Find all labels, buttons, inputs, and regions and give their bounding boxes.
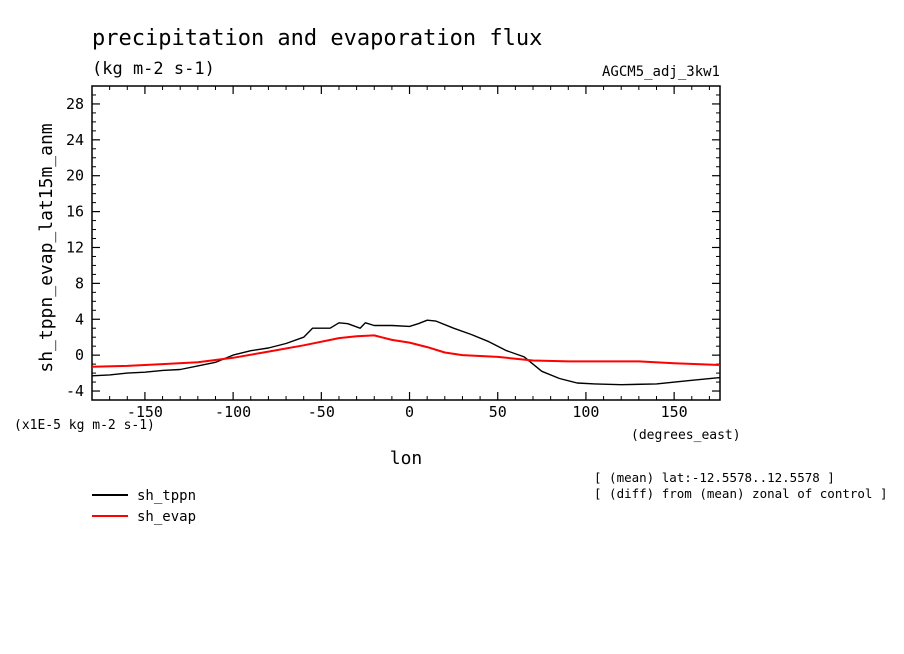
axis-ticks: -150 -100 -50 0 50 100 150 -4 0 4 8 12 16 20 24 28 [66,86,720,421]
y-tick-label: 8 [75,274,84,292]
note-diff-from-control: [ (diff) from (mean) zonal of control ] [594,486,888,501]
x-tick-label: 100 [572,403,599,421]
note-lat-range: [ (mean) lat:-12.5578..12.5578 ] [594,470,835,485]
plot-frame [91,85,721,401]
series-line-sh_evap [91,334,721,368]
y-tick-label: 28 [66,95,84,113]
y-tick-label: 4 [75,310,84,328]
series-line-sh_tppn [91,319,721,386]
run-label: AGCM5_adj_3kw1 [602,64,720,80]
x-tick-label: -150 [127,403,163,421]
x-tick-label: -100 [215,403,251,421]
y-tick-label: 0 [75,346,84,364]
y-tick-label: 12 [66,238,84,256]
series-layer [91,319,721,386]
legend-label-sh_tppn: sh_tppn [137,488,196,504]
plot-border [91,85,721,401]
y-tick-label: 24 [66,131,84,149]
x-tick-label: 0 [405,403,414,421]
y-tick-label: 16 [66,203,84,221]
chart-title: precipitation and evaporation flux [92,26,542,51]
y-axis-label: sh_tppn_evap_lat15m_anm [36,123,57,372]
y-tick-label: -4 [66,382,84,400]
x-tick-label: 50 [489,403,507,421]
x-units-label: (degrees_east) [631,428,741,443]
x-tick-label: 150 [661,403,688,421]
legend: sh_tppn sh_evap [92,488,196,525]
x-tick-label: -50 [308,403,335,421]
x-axis-label: lon [390,448,423,469]
y-tick-label: 20 [66,167,84,185]
y-scale-note: (x1E-5 kg m-2 s-1) [14,418,155,433]
legend-label-sh_evap: sh_evap [137,509,196,525]
chart-subtitle: (kg m-2 s-1) [92,59,215,79]
